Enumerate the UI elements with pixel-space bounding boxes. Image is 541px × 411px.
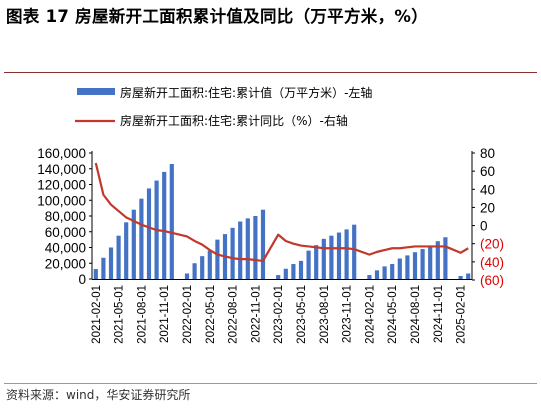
legend: 房屋新开工面积:住宅:累计值（万平方米）-左轴 房屋新开工面积:住宅:累计同比（… — [75, 85, 372, 128]
bottom-rule — [4, 383, 537, 384]
y-left-tick-4: 80,000 — [45, 209, 86, 224]
source-note: 资料来源：wind，华安证券研究所 — [6, 388, 191, 402]
legend-line-label: 房屋新开工面积:住宅:累计同比（%）-右轴 — [120, 113, 348, 128]
legend-bar-label: 房屋新开工面积:住宅:累计值（万平方米）-左轴 — [120, 85, 372, 100]
y-right-tick-1: (40) — [480, 255, 504, 270]
bar-series — [93, 164, 471, 280]
bar-2022-10 — [245, 218, 250, 279]
bar-2024-02 — [367, 275, 372, 279]
bar-2024-06 — [397, 258, 402, 279]
x-tick-5: 2022-05-01 — [205, 285, 217, 344]
y-left-tick-3: 60,000 — [45, 225, 86, 240]
bar-2022-12 — [260, 209, 266, 279]
bar-2023-06 — [306, 250, 311, 279]
bar-2021-06 — [124, 222, 129, 279]
x-tick-6: 2022-08-01 — [228, 285, 240, 344]
x-tick-4: 2022-02-01 — [182, 285, 194, 344]
bar-2022-05 — [207, 250, 212, 279]
y-left-tick-labels: 020,00040,00060,00080,000100,000120,0001… — [37, 146, 92, 287]
y-right-tick-5: 40 — [480, 182, 495, 197]
x-tick-3: 2021-11-01 — [159, 285, 171, 343]
bar-2021-04 — [108, 247, 114, 279]
bar-2024-09 — [420, 249, 425, 279]
bar-2023-07 — [314, 245, 319, 279]
bar-2023-12 — [352, 224, 357, 279]
x-tick-12: 2024-02-01 — [364, 285, 376, 344]
axes — [91, 151, 473, 280]
y-left-tick-1: 20,000 — [45, 256, 86, 271]
bar-2021-07 — [131, 209, 136, 279]
legend-bar-swatch — [77, 88, 115, 95]
bar-2022-09 — [238, 221, 243, 279]
y-right-tick-6: 60 — [480, 164, 495, 179]
figure-title-text: 房屋新开工面积累计值及同比（万平方米，%） — [75, 7, 429, 26]
bar-2024-10 — [428, 245, 433, 279]
figure-number: 17 — [45, 7, 70, 26]
x-tick-15: 2024-11-01 — [433, 285, 445, 343]
x-tick-10: 2023-08-01 — [319, 285, 331, 344]
bar-2023-05 — [298, 260, 304, 279]
y-right-tick-0: (60) — [480, 273, 504, 288]
bar-2024-05 — [390, 264, 395, 279]
x-tick-14: 2024-08-01 — [410, 285, 422, 344]
figure-title: 图表 17 房屋新开工面积累计值及同比（万平方米，%） — [6, 4, 536, 29]
yoy-line-segment-1 — [94, 162, 469, 263]
bar-2023-11 — [344, 229, 349, 279]
bar-2024-03 — [374, 270, 380, 279]
figure-label: 图表 — [6, 7, 40, 26]
bar-2022-06 — [215, 239, 220, 280]
bar-2023-10 — [336, 232, 342, 279]
y-left-tick-5: 100,000 — [37, 193, 86, 208]
bar-2021-05 — [116, 235, 121, 279]
x-tick-11: 2023-11-01 — [342, 285, 354, 343]
bar-2022-03 — [192, 263, 197, 279]
bar-2024-04 — [382, 266, 387, 279]
bar-2024-11 — [435, 241, 440, 279]
y-left-tick-8: 160,000 — [37, 146, 86, 161]
bar-2023-02 — [276, 275, 281, 279]
x-tick-16: 2025-02-01 — [456, 285, 468, 344]
bar-2023-08 — [321, 238, 326, 279]
bar-2023-04 — [291, 264, 296, 279]
bar-2024-12 — [443, 237, 448, 279]
title-rule — [4, 72, 537, 73]
y-right-tick-3: 0 — [480, 219, 488, 234]
bar-2021-03 — [101, 257, 106, 279]
bar-2023-03 — [283, 268, 288, 279]
line-series-layer — [94, 162, 469, 263]
x-tick-13: 2024-05-01 — [387, 285, 399, 344]
y-left-tick-0: 0 — [78, 272, 86, 287]
bar-2022-04 — [200, 256, 205, 279]
y-right-tick-7: 80 — [480, 146, 495, 161]
y-right-tick-4: 20 — [480, 200, 495, 215]
bar-2025-03 — [466, 273, 471, 279]
x-tick-1: 2021-05-01 — [114, 285, 126, 344]
bar-2021-11 — [162, 171, 167, 279]
bar-2022-11 — [253, 216, 258, 279]
bar-2021-02 — [93, 269, 98, 279]
x-tick-2: 2021-08-01 — [136, 285, 148, 344]
y-left-tick-6: 120,000 — [37, 178, 86, 193]
x-tick-0: 2021-02-01 — [91, 285, 103, 344]
x-tick-9: 2023-05-01 — [296, 285, 308, 344]
x-tick-7: 2022-11-01 — [250, 285, 262, 343]
bar-2024-08 — [412, 252, 418, 279]
bar-2022-08 — [230, 227, 235, 279]
bar-2021-08 — [139, 198, 144, 279]
bar-2021-09 — [146, 188, 152, 279]
bar-2023-09 — [329, 235, 334, 279]
y-left-tick-2: 40,000 — [45, 241, 86, 256]
x-tick-labels: 2021-02-01 2021-05-01 2021-08-01 2021-11-01… — [91, 285, 468, 344]
bar-2025-02 — [458, 276, 463, 279]
bar-2024-07 — [405, 255, 410, 280]
y-right-tick-2: (20) — [480, 237, 504, 252]
x-tick-8: 2023-02-01 — [273, 285, 285, 344]
y-left-tick-7: 140,000 — [37, 162, 86, 177]
y-right-tick-labels: (60) (40) (20) 0 20 40 60 80 — [472, 146, 504, 288]
bar-2022-02 — [184, 273, 190, 279]
bar-2021-12 — [169, 164, 174, 279]
